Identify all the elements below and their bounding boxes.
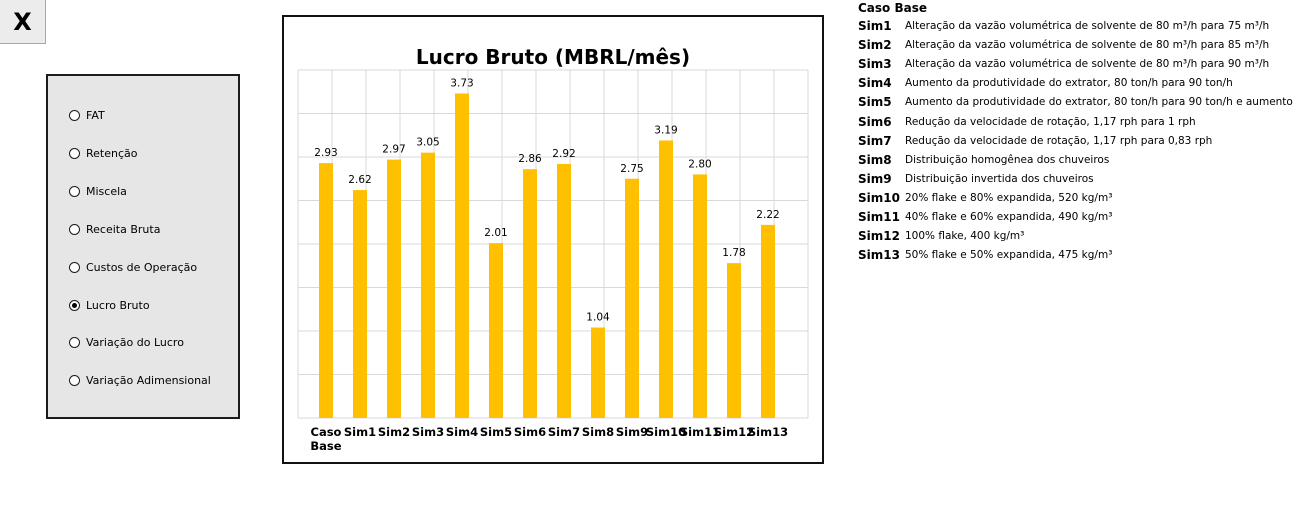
- legend-key: Sim6: [858, 114, 892, 129]
- radio-option[interactable]: Receita Bruta: [69, 220, 160, 238]
- category-label: Sim8: [582, 425, 614, 439]
- bar: [353, 190, 367, 418]
- legend-key: Sim13: [858, 248, 900, 263]
- legend-description: Alteração da vazão volumétrica de solven…: [905, 58, 1270, 71]
- bar: [319, 163, 333, 418]
- legend-description: Redução da velocidade de rotação, 1,17 r…: [905, 115, 1196, 128]
- bar: [523, 169, 537, 418]
- radio-unchecked-icon[interactable]: [69, 223, 80, 235]
- radio-unchecked-icon[interactable]: [69, 109, 80, 121]
- legend-key: Sim7: [858, 133, 892, 148]
- category-label: Sim2: [378, 425, 410, 439]
- radio-label: Miscela: [86, 184, 127, 198]
- chart-title: Lucro Bruto (MBRL/mês): [415, 45, 691, 69]
- legend-key: Sim9: [858, 171, 892, 186]
- category-label: Sim1: [344, 425, 376, 439]
- data-label: 3.73: [450, 77, 473, 89]
- category-label: Sim9: [616, 425, 648, 439]
- category-label: Sim13: [748, 425, 788, 439]
- bar: [625, 178, 639, 418]
- data-label: 2.97: [382, 144, 405, 156]
- category-label: Sim7: [548, 425, 580, 439]
- data-label: 2.75: [620, 163, 643, 175]
- category-label: Sim6: [514, 425, 546, 439]
- data-label: 2.92: [552, 148, 575, 160]
- data-label: 2.93: [314, 147, 337, 159]
- bar: [659, 140, 673, 418]
- data-label: 2.86: [518, 153, 542, 165]
- legend-description: Aumento da produtividade do extrator, 80…: [905, 96, 1293, 109]
- bar: [421, 152, 435, 418]
- radio-unchecked-icon[interactable]: [69, 336, 80, 348]
- legend-description: 20% flake e 80% expandida, 520 kg/m³: [905, 191, 1113, 204]
- legend-description: Distribuição homogênea dos chuveiros: [905, 153, 1110, 166]
- data-label: 1.78: [722, 247, 745, 259]
- category-label: Sim10: [646, 425, 686, 439]
- radio-unchecked-icon[interactable]: [69, 185, 80, 197]
- legend-key: Sim11: [858, 210, 900, 224]
- close-button[interactable]: X: [0, 0, 46, 44]
- legend-description: Alteração da vazão volumétrica de solven…: [905, 39, 1270, 52]
- data-label: 3.05: [416, 137, 439, 149]
- category-label: Caso Base: [310, 425, 341, 453]
- bar: [387, 159, 401, 419]
- radio-option[interactable]: Retenção: [69, 144, 138, 162]
- data-label: 1.04: [586, 312, 610, 324]
- bar: [727, 263, 741, 418]
- legend-description: Redução da velocidade de rotação, 1,17 r…: [905, 134, 1213, 147]
- data-label: 2.80: [688, 158, 711, 170]
- legend-key: Sim2: [858, 38, 892, 53]
- chart-frame: Lucro Bruto (MBRL/mês) 2.93 2.62 2.97 3.05 3…: [282, 15, 824, 464]
- radio-label: Receita Bruta: [86, 222, 161, 236]
- radio-label: Retenção: [86, 146, 138, 160]
- data-label: 2.62: [348, 174, 371, 186]
- bar-chart: 2.93 2.62 2.97 3.05 3.73 2.01 2.86 2.92 1.04 2.75…: [297, 69, 809, 453]
- radio-option[interactable]: Miscela: [69, 182, 127, 200]
- simulation-legend: Caso Base Sim1 Alteração da vazão volumét…: [858, 0, 1313, 270]
- bar: [761, 224, 775, 418]
- data-label: 2.01: [484, 227, 507, 239]
- category-label: Sim12: [714, 425, 754, 439]
- legend-key: Sim12: [858, 229, 900, 244]
- radio-label: Lucro Bruto: [86, 298, 150, 312]
- legend-description: 100% flake, 400 kg/m³: [905, 230, 1025, 243]
- legend-key: Sim5: [858, 95, 892, 110]
- data-label: 2.22: [756, 209, 779, 221]
- radio-label: Variação Adimensional: [86, 373, 211, 387]
- radio-label: Variação do Lucro: [86, 335, 184, 349]
- bar: [455, 93, 469, 419]
- bar: [591, 327, 605, 418]
- legend-key: Sim10: [858, 190, 900, 205]
- legend-key: Sim1: [858, 19, 892, 33]
- category-label: Sim3: [412, 425, 444, 439]
- radio-label: FAT: [86, 108, 105, 122]
- legend-description: Aumento da produtividade do extrator, 80…: [905, 77, 1233, 90]
- radio-unchecked-icon[interactable]: [69, 261, 80, 273]
- legend-description: 40% flake e 60% expandida, 490 kg/m³: [905, 211, 1113, 223]
- chart-selector-panel: FAT Retenção Miscela Receita Bruta Custos de…: [46, 74, 240, 419]
- legend-description: Alteração da vazão volumétrica de solven…: [905, 20, 1270, 32]
- radio-option[interactable]: Lucro Bruto: [69, 296, 150, 314]
- bar: [557, 163, 571, 418]
- radio-unchecked-icon[interactable]: [69, 147, 80, 159]
- legend-description: 50% flake e 50% expandida, 475 kg/m³: [905, 249, 1113, 262]
- bar: [693, 174, 707, 418]
- radio-option[interactable]: Variação do Lucro: [69, 333, 184, 351]
- category-label: Sim4: [446, 425, 478, 439]
- legend-key: Sim4: [858, 76, 892, 91]
- legend-header: Caso Base: [858, 1, 927, 15]
- radio-option[interactable]: Variação Adimensional: [69, 371, 211, 389]
- category-label: Sim11: [680, 425, 720, 439]
- radio-option[interactable]: FAT: [69, 106, 105, 124]
- radio-option[interactable]: Custos de Operação: [69, 258, 197, 276]
- category-label: Sim5: [480, 425, 512, 439]
- data-label: 3.19: [654, 124, 677, 136]
- legend-key: Sim3: [858, 57, 892, 72]
- radio-checked-icon[interactable]: [69, 299, 80, 311]
- radio-label: Custos de Operação: [86, 260, 198, 274]
- radio-unchecked-icon[interactable]: [69, 374, 80, 386]
- legend-key: Sim8: [858, 152, 892, 167]
- bar: [489, 243, 503, 418]
- legend-description: Distribuição invertida dos chuveiros: [905, 172, 1094, 185]
